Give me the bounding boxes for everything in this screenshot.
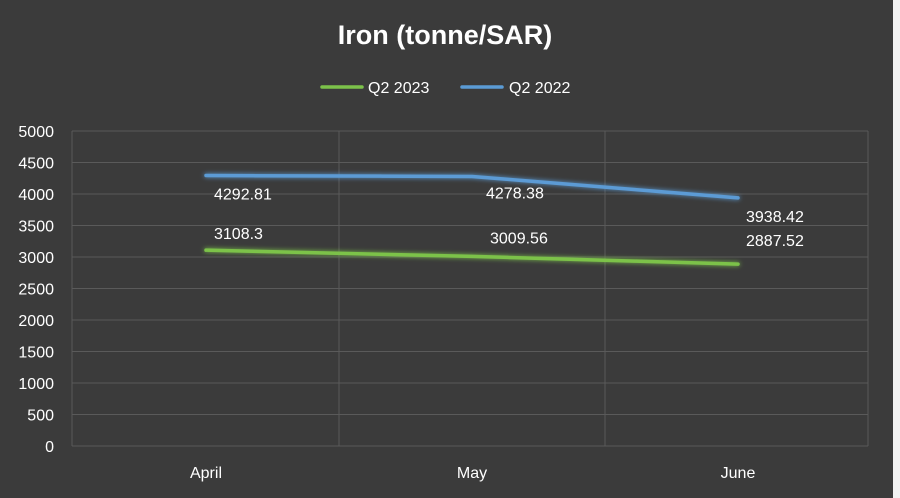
y-tick-label-3500: 3500 — [18, 219, 54, 236]
y-tick-label-1000: 1000 — [18, 376, 54, 393]
y-tick-label-4000: 4000 — [18, 187, 54, 204]
data-label-q2-2022-april: 4292.81 — [214, 187, 272, 204]
data-point-q2-2023-april — [204, 248, 208, 252]
data-label-q2-2022-may: 4278.38 — [486, 185, 544, 202]
y-tick-label-5000: 5000 — [18, 124, 54, 141]
y-tick-label-1500: 1500 — [18, 345, 54, 362]
y-axis-ticks: 0 500 1000 1500 2000 2500 3000 3500 4000 4500 5000 — [18, 124, 54, 456]
y-tick-label-0: 0 — [45, 439, 54, 456]
data-point-q2-2022-june — [736, 196, 740, 200]
data-label-q2-2022-june: 3938.42 — [746, 209, 804, 226]
legend-label-q2-2023: Q2 2023 — [368, 80, 429, 97]
y-tick-label-3000: 3000 — [18, 250, 54, 267]
window-edge — [893, 0, 900, 498]
y-tick-label-500: 500 — [27, 408, 54, 425]
chart-title: Iron (tonne/SAR) — [338, 20, 552, 50]
data-label-q2-2023-april: 3108.3 — [214, 226, 263, 243]
data-label-q2-2023-may: 3009.56 — [490, 230, 548, 247]
x-tick-label-june: June — [721, 465, 756, 482]
x-tick-label-may: May — [457, 465, 487, 482]
data-point-q2-2023-june — [736, 262, 740, 266]
x-tick-label-april: April — [190, 465, 222, 482]
legend: Q2 2023 Q2 2022 — [320, 80, 570, 97]
data-label-q2-2023-june: 2887.52 — [746, 233, 804, 250]
x-axis-ticks: April May June — [190, 465, 755, 482]
y-tick-label-2000: 2000 — [18, 313, 54, 330]
data-point-q2-2022-april — [204, 174, 208, 178]
series-line-q2-2022 — [204, 173, 740, 200]
data-point-q2-2023-may — [470, 254, 474, 258]
series-lines — [204, 173, 740, 266]
y-tick-label-2500: 2500 — [18, 282, 54, 299]
y-tick-label-4500: 4500 — [18, 156, 54, 173]
legend-label-q2-2022: Q2 2022 — [509, 80, 570, 97]
gridlines — [71, 130, 869, 447]
data-labels: 3108.3 3009.56 2887.52 4292.81 4278.38 3938.4… — [214, 185, 804, 250]
data-point-q2-2022-may — [470, 174, 474, 178]
